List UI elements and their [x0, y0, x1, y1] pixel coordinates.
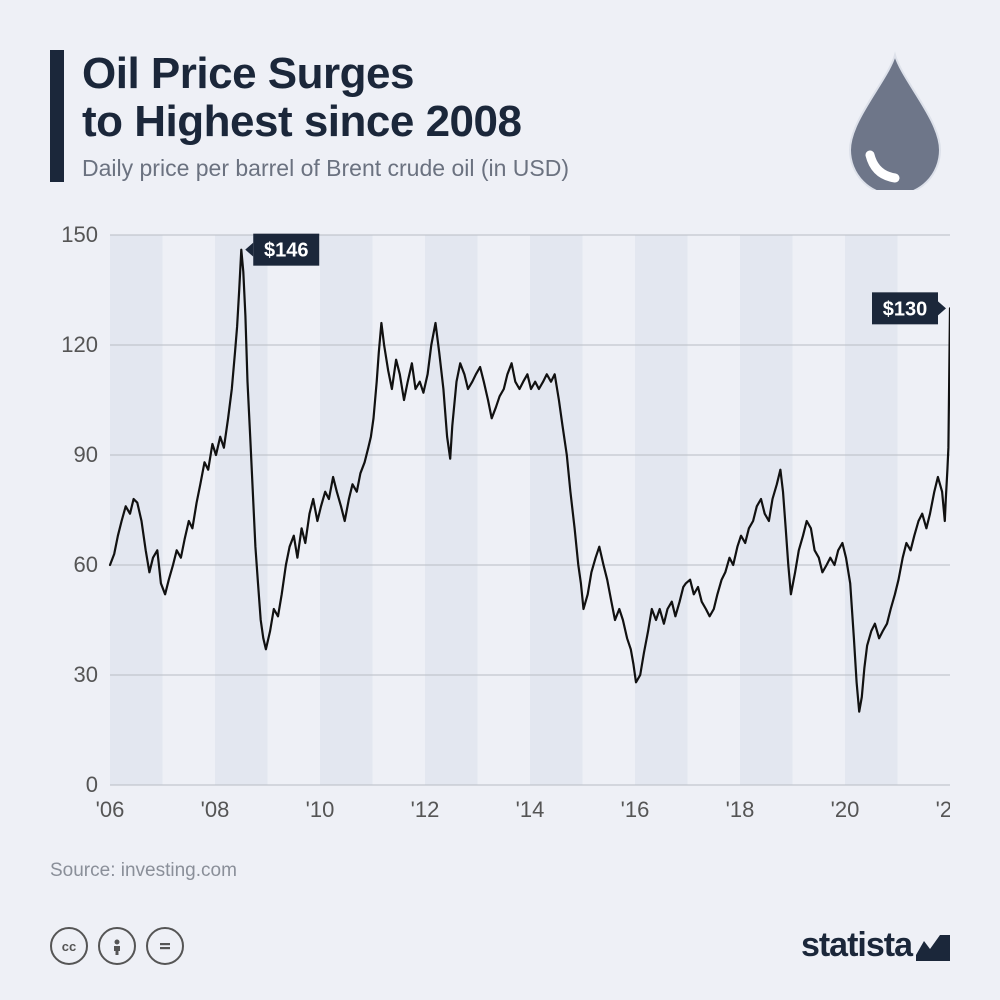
chart-subtitle: Daily price per barrel of Brent crude oi… — [82, 155, 569, 182]
logo-text: statista — [801, 926, 912, 965]
oil-drop-icon — [840, 50, 950, 195]
svg-text:'12: '12 — [411, 797, 440, 822]
line-chart: 0 30 60 90 120 150 '06 '08 '10 '12 '14 '16 '18 '20 '22… — [50, 225, 950, 835]
svg-text:'16: '16 — [621, 797, 650, 822]
svg-text:cc: cc — [62, 939, 76, 954]
svg-text:'22: '22 — [936, 797, 950, 822]
svg-text:'10: '10 — [306, 797, 335, 822]
title-block: Oil Price Surges to Highest since 2008 D… — [50, 50, 569, 182]
svg-text:60: 60 — [74, 552, 98, 577]
footer: cc statista — [50, 926, 950, 965]
license-icons: cc — [50, 927, 184, 965]
svg-text:0: 0 — [86, 772, 98, 797]
svg-text:'06: '06 — [96, 797, 125, 822]
accent-bar — [50, 50, 64, 182]
header: Oil Price Surges to Highest since 2008 D… — [50, 50, 950, 195]
svg-text:$130: $130 — [883, 298, 928, 320]
statista-logo: statista — [801, 926, 950, 965]
chart-title: Oil Price Surges to Highest since 2008 — [82, 50, 569, 147]
svg-text:90: 90 — [74, 442, 98, 467]
svg-text:'14: '14 — [516, 797, 545, 822]
by-icon — [98, 927, 136, 965]
svg-text:$146: $146 — [264, 240, 309, 262]
svg-text:120: 120 — [61, 332, 98, 357]
title-line2: to Highest since 2008 — [82, 97, 521, 146]
title-line1: Oil Price Surges — [82, 49, 414, 98]
chart-area: 0 30 60 90 120 150 '06 '08 '10 '12 '14 '16 '18 '20 '22… — [50, 225, 950, 835]
svg-text:'08: '08 — [201, 797, 230, 822]
cc-icon: cc — [50, 927, 88, 965]
title-text: Oil Price Surges to Highest since 2008 D… — [82, 50, 569, 182]
nd-icon — [146, 927, 184, 965]
source-text: Source: investing.com — [50, 860, 950, 882]
svg-text:'18: '18 — [726, 797, 755, 822]
svg-text:150: 150 — [61, 225, 98, 247]
svg-text:'20: '20 — [831, 797, 860, 822]
svg-text:30: 30 — [74, 662, 98, 687]
